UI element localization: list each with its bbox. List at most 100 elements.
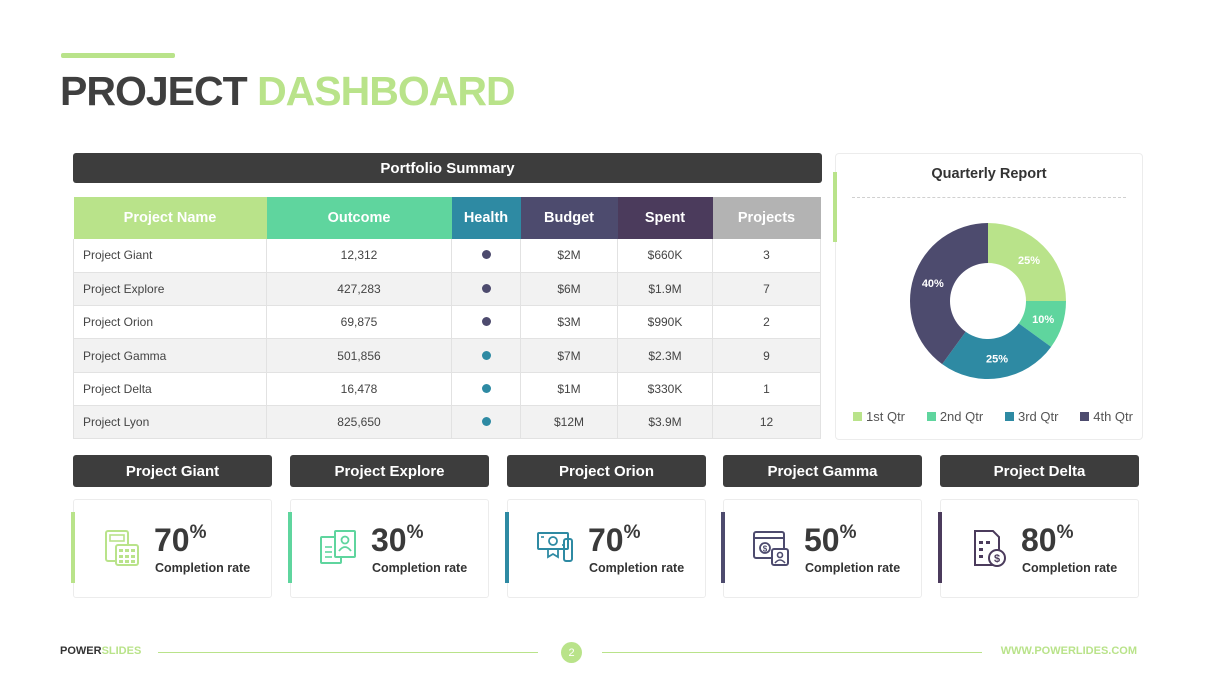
cell-budget: $12M	[520, 405, 618, 440]
completion-label: Completion rate	[1022, 561, 1118, 575]
browser-payment-icon: $	[750, 527, 794, 571]
percent-value: 30	[371, 522, 407, 558]
slice-label: 25%	[986, 353, 1008, 365]
card-accent-bar	[71, 512, 75, 583]
footer-url[interactable]: WWW.POWERLIDES.COM	[1000, 645, 1137, 657]
percent-value: 80	[1021, 522, 1057, 558]
footer-line-left	[158, 652, 538, 653]
footer-line-right	[602, 652, 982, 653]
cell-spent: $660K	[617, 239, 713, 273]
project-card: $50% Completion rate	[721, 499, 922, 598]
quarterly-accent-bar	[833, 172, 837, 242]
legend-label: 2nd Qtr	[939, 409, 984, 424]
page-title: PROJECT DASHBOARD	[60, 68, 516, 115]
cell-project-name: Project Gamma	[73, 338, 267, 373]
money-bill-icon	[534, 527, 578, 571]
project-card: 70% Completion rate	[505, 499, 706, 598]
completion-percent: 30%	[371, 522, 424, 559]
health-indicator-dot	[481, 317, 491, 327]
footer-brand-part2: SLIDES	[101, 645, 142, 657]
cell-projects: 3	[712, 239, 821, 273]
cell-budget: $6M	[520, 272, 618, 307]
health-indicator-dot	[481, 417, 491, 427]
completion-percent: 70%	[588, 522, 641, 559]
documents-user-icon	[317, 527, 361, 571]
percent-sign: %	[623, 522, 641, 543]
cell-project-name: Project Giant	[73, 239, 267, 273]
chart-legend: 1st Qtr 2nd Qtr 3rd Qtr 4th Qtr	[853, 409, 1133, 424]
donut-slice-3	[942, 323, 1052, 379]
table-row: Project Orion 69,875 $3M $990K 2	[73, 305, 821, 340]
cell-project-name: Project Lyon	[73, 405, 267, 440]
svg-text:$: $	[994, 553, 1000, 565]
legend-label: 4th Qtr	[1093, 409, 1133, 424]
completion-percent: 70%	[154, 522, 207, 559]
table-row: Project Gamma 501,856 $7M $2.3M 9	[73, 338, 821, 373]
quarterly-report-card	[835, 153, 1143, 440]
cell-health	[451, 338, 521, 373]
cell-outcome: 427,283	[266, 272, 452, 307]
project-card-header: Project Explore	[290, 455, 489, 487]
chart-divider	[852, 197, 1126, 198]
cell-budget: $1M	[520, 372, 618, 406]
project-card: 30% Completion rate	[288, 499, 489, 598]
cell-spent: $1.9M	[617, 272, 713, 307]
cell-projects: 1	[712, 372, 821, 406]
card-accent-bar	[505, 512, 509, 583]
cell-projects: 7	[712, 272, 821, 307]
cell-health	[451, 272, 521, 307]
health-indicator-dot	[481, 383, 491, 393]
legend-swatch	[1004, 412, 1014, 421]
table-row: Project Delta 16,478 $1M $330K 1	[73, 372, 821, 406]
cell-outcome: 69,875	[266, 305, 452, 340]
title-accent-line	[61, 53, 175, 58]
table-row: Project Lyon 825,650 $12M $3.9M 12	[73, 405, 821, 440]
column-header: Spent	[617, 197, 713, 239]
health-indicator-dot	[481, 350, 491, 360]
cell-outcome: 16,478	[266, 372, 452, 406]
project-card: $80% Completion rate	[938, 499, 1139, 598]
cell-budget: $3M	[520, 305, 618, 340]
donut-slice-2	[1018, 301, 1066, 347]
legend-item: 3rd Qtr	[1004, 409, 1058, 424]
percent-sign: %	[189, 522, 207, 543]
column-header: Project Name	[73, 197, 267, 239]
cell-spent: $330K	[617, 372, 713, 406]
cell-projects: 9	[712, 338, 821, 373]
portfolio-table: Project Name Outcome Health Budget Spent Proj…	[73, 197, 821, 440]
card-accent-bar	[721, 512, 725, 583]
completion-label: Completion rate	[805, 561, 901, 575]
cell-project-name: Project Delta	[73, 372, 267, 406]
column-header: Health	[451, 197, 521, 239]
legend-item: 4th Qtr	[1080, 409, 1133, 424]
cell-health	[451, 305, 521, 340]
completion-label: Completion rate	[372, 561, 468, 575]
slice-label: 10%	[1032, 314, 1054, 326]
percent-value: 70	[588, 522, 624, 558]
table-row: Project Giant 12,312 $2M $660K 3	[73, 239, 821, 273]
column-header: Budget	[520, 197, 618, 239]
health-indicator-dot	[481, 283, 491, 293]
legend-swatch	[926, 412, 936, 421]
table-header-row: Project Name Outcome Health Budget Spent Proj…	[73, 197, 821, 239]
page-title-part2: DASHBOARD	[257, 68, 515, 114]
slice-label: 25%	[1018, 255, 1040, 267]
slice-label: 40%	[922, 278, 944, 290]
donut-slice-1	[988, 223, 1066, 301]
cell-spent: $3.9M	[617, 405, 713, 440]
card-accent-bar	[288, 512, 292, 583]
cell-budget: $7M	[520, 338, 618, 373]
health-indicator-dot	[481, 250, 491, 260]
page-title-part1: PROJECT	[60, 68, 248, 114]
portfolio-summary-header: Portfolio Summary	[73, 153, 822, 183]
cell-spent: $990K	[617, 305, 713, 340]
donut-slice-4	[909, 223, 988, 365]
page-number: 2	[561, 642, 582, 663]
cell-outcome: 12,312	[266, 239, 452, 273]
cell-outcome: 501,856	[266, 338, 452, 373]
legend-label: 1st Qtr	[866, 409, 906, 424]
table-row: Project Explore 427,283 $6M $1.9M 7	[73, 272, 821, 307]
project-card: 70% Completion rate	[71, 499, 272, 598]
project-card-header: Project Gamma	[723, 455, 922, 487]
completion-percent: 80%	[1021, 522, 1074, 559]
